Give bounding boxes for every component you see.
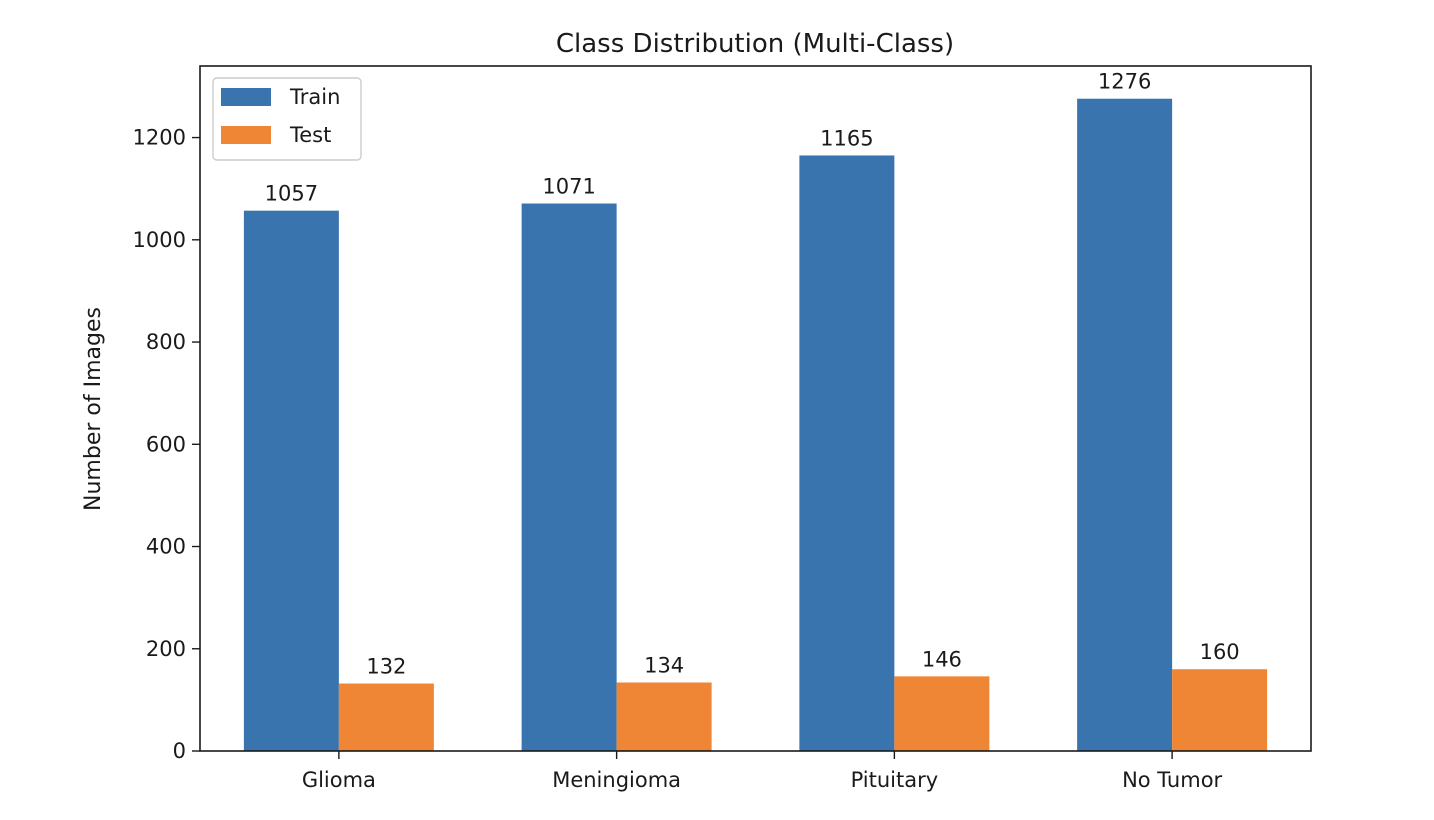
y-axis-label: Number of Images [81, 307, 106, 511]
bar-test-glioma [338, 683, 434, 751]
data-label-train-meningioma: 1071 [542, 175, 595, 199]
plot-frame [199, 65, 1312, 752]
bar-train-glioma [243, 210, 339, 751]
legend-swatch-test [221, 126, 271, 144]
data-label-test-no-tumor: 160 [1200, 640, 1240, 664]
x-tick-label-meningioma: Meningioma [552, 768, 681, 792]
bars-layer [243, 98, 1268, 751]
data-label-test-meningioma: 134 [644, 654, 684, 678]
bar-test-pituitary [894, 676, 990, 751]
x-tick-label-pituitary: Pituitary [851, 768, 939, 792]
chart-title: Class Distribution (Multi-Class) [556, 29, 954, 59]
legend-label-train: Train [289, 85, 340, 109]
y-tick-label: 1000 [133, 228, 186, 252]
y-tick-label: 200 [146, 637, 186, 661]
legend: Train Test [212, 77, 362, 161]
x-tick-label-no-tumor: No Tumor [1122, 768, 1222, 792]
y-tick-label: 0 [173, 739, 186, 763]
data-label-test-pituitary: 146 [922, 647, 962, 671]
legend-label-test: Test [289, 123, 331, 147]
x-tick-label-glioma: Glioma [302, 768, 376, 792]
data-label-train-pituitary: 1165 [820, 126, 873, 150]
data-label-train-no-tumor: 1276 [1098, 70, 1151, 94]
y-tick-label: 600 [146, 432, 186, 456]
bar-test-meningioma [616, 682, 712, 751]
bar-train-pituitary [799, 155, 895, 751]
bar-test-no-tumor [1172, 669, 1268, 751]
y-axis: 0 200 400 600 800 1000 1200 [133, 126, 200, 763]
bar-train-no-tumor [1077, 98, 1173, 751]
x-axis: Glioma Meningioma Pituitary No Tumor [302, 751, 1223, 792]
data-labels-layer: 1057 132 1071 134 1165 146 1276 160 [265, 70, 1240, 679]
bar-train-meningioma [521, 203, 617, 751]
data-label-train-glioma: 1057 [265, 182, 318, 206]
y-tick-label: 400 [146, 535, 186, 559]
y-tick-label: 1200 [133, 126, 186, 150]
legend-swatch-train [221, 88, 271, 106]
data-label-test-glioma: 132 [366, 655, 406, 679]
y-tick-label: 800 [146, 330, 186, 354]
